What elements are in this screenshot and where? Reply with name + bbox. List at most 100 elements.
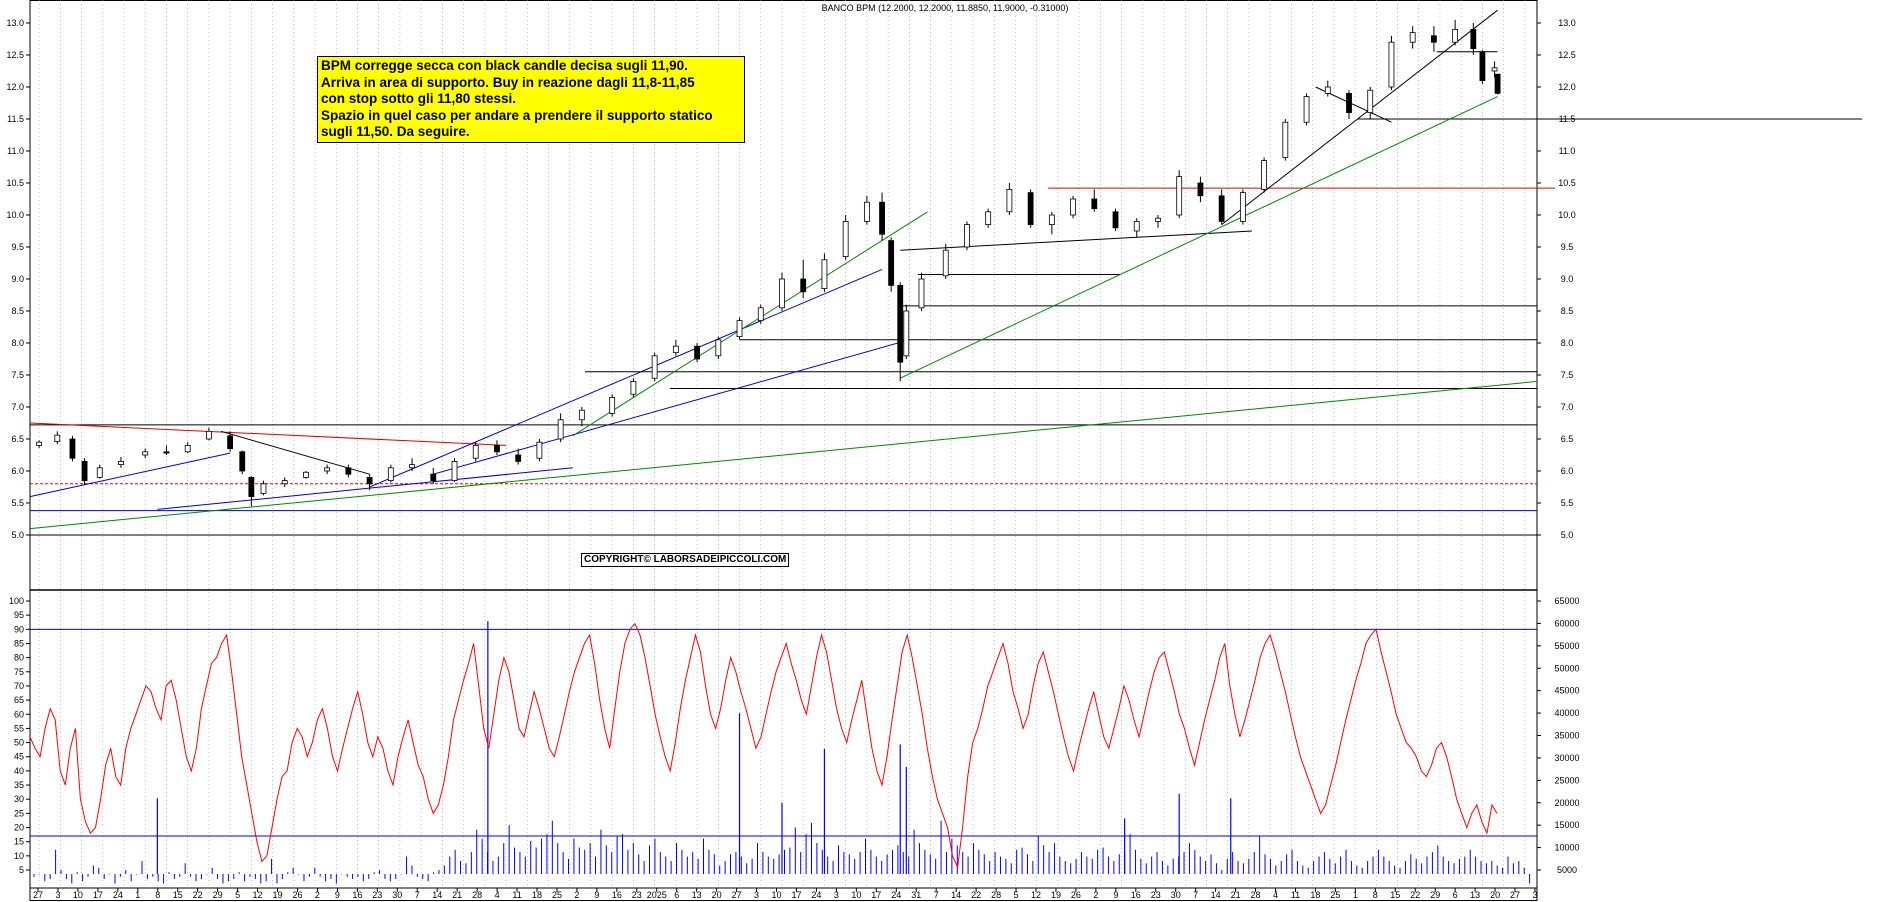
- volume-tick-label: 65000: [1554, 596, 1579, 606]
- x-day-label: 8: [155, 890, 160, 900]
- date-axis: 27 3 10 17 24 1 8 15 22 29 5 12 19 26 2 9 16 23 30 7 14 21 28 4…: [33, 888, 1538, 902]
- osc-tick-label: 90: [14, 624, 24, 634]
- x-day-label: 27: [732, 890, 742, 900]
- candle-body: [387, 467, 394, 481]
- candle-body: [345, 467, 352, 475]
- candle-body: [324, 467, 331, 472]
- oscillator-series: [29, 622, 1498, 870]
- price-axis: 5.0 5.0 5.5 5.5 6.0 6.0 6.5 6.5 7.0 7.0 7.5 7.5 8.0 8…: [6, 18, 1576, 540]
- candle-body: [630, 380, 637, 395]
- candle-body: [227, 435, 234, 449]
- candle-body: [1197, 182, 1204, 197]
- x-day-label: 17: [791, 890, 801, 900]
- support-trendline: [900, 96, 1498, 379]
- candle-body: [985, 211, 992, 226]
- candle-body: [1367, 89, 1374, 113]
- x-day-label: 13: [1470, 890, 1480, 900]
- x-day-label: 9: [1113, 890, 1118, 900]
- y-tick-label-right: 10.5: [1558, 178, 1576, 188]
- y-tick-label-right: 12.5: [1558, 50, 1576, 60]
- candle-body: [651, 355, 658, 379]
- x-day-label: 1: [135, 890, 140, 900]
- x-day-label: 28: [991, 890, 1001, 900]
- x-day-label: 2: [574, 890, 579, 900]
- candle-body: [1431, 35, 1437, 43]
- y-tick-label-right: 7.0: [1561, 402, 1574, 412]
- y-tick-label-left: 7.5: [11, 370, 24, 380]
- x-day-label: 24: [811, 890, 821, 900]
- x-day-label: 23: [372, 890, 382, 900]
- y-tick-label-right: 13.0: [1558, 18, 1576, 28]
- candle-body: [1070, 198, 1076, 216]
- candle-body: [1027, 192, 1034, 226]
- x-day-label: 30: [1171, 890, 1181, 900]
- x-day-label: 18: [532, 890, 542, 900]
- candle-body: [821, 259, 828, 289]
- candle-body: [1479, 51, 1486, 81]
- x-day-label: 28: [1251, 890, 1261, 900]
- candle-body: [1155, 217, 1161, 222]
- y-tick-label-left: 6.5: [11, 434, 24, 444]
- candle-body: [536, 441, 543, 459]
- volume-tick-label: 5000: [1557, 865, 1577, 875]
- analysis-note: BPM corregge secca con black candle deci…: [317, 56, 745, 143]
- note-line: sugli 11,50. Da seguire.: [321, 124, 470, 139]
- osc-tick-label: 100: [9, 596, 24, 606]
- trend-lines: [29, 9, 1538, 530]
- y-tick-label-left: 11.0: [7, 146, 24, 156]
- y-tick-label-left: 10.0: [6, 210, 24, 220]
- candle-body: [1261, 160, 1268, 190]
- y-tick-label-left: 5.5: [11, 498, 24, 508]
- osc-tick-label: 25: [14, 808, 24, 818]
- chart-title: BANCO BPM (12.2000, 12.2000, 11.8850, 11…: [822, 3, 1069, 13]
- support-trendline: [1221, 9, 1498, 225]
- candle-body: [1112, 211, 1119, 229]
- note-line: con stop sotto gli 11,80 stessi.: [321, 91, 517, 106]
- osc-tick-label: 95: [14, 610, 24, 620]
- x-day-label: 8: [1373, 890, 1378, 900]
- oscillator-axis: 5 10 15 20 25 30 35 40 45 50 55 60 65 70 75 80 85 90 95 100…: [9, 596, 1580, 875]
- x-day-label: 14: [951, 890, 961, 900]
- x-day-label: 24: [113, 890, 123, 900]
- osc-tick-label: 35: [14, 780, 24, 790]
- volume-bars: [33, 621, 1531, 884]
- y-tick-label-right: 10.0: [1558, 210, 1576, 220]
- volume-tick-label: 60000: [1554, 618, 1579, 628]
- y-tick-label-right: 7.5: [1561, 370, 1574, 380]
- y-tick-label-left: 12.0: [6, 82, 24, 92]
- candle-body: [260, 483, 267, 494]
- candle-body: [430, 473, 437, 482]
- candle-body: [36, 441, 42, 446]
- copyright-label: COPYRIGHT© LABORSADEIPICCOLI.COM: [581, 553, 790, 567]
- x-day-label: 29: [1430, 890, 1440, 900]
- x-day-label: 9: [335, 890, 340, 900]
- y-tick-label-right: 6.0: [1561, 466, 1574, 476]
- candle-body: [54, 434, 61, 442]
- support-trendline: [572, 211, 928, 437]
- volume-tick-label: 15000: [1554, 820, 1579, 830]
- osc-tick-label: 20: [14, 823, 24, 833]
- candle-body: [1324, 86, 1331, 94]
- x-day-label: 6: [1453, 890, 1458, 900]
- support-trendline: [29, 452, 231, 498]
- y-tick-label-right: 9.0: [1561, 274, 1574, 284]
- y-tick-label-left: 13.0: [6, 18, 24, 28]
- volume-tick-label: 55000: [1554, 641, 1579, 651]
- x-day-label: 28: [472, 890, 482, 900]
- candle-body: [472, 444, 479, 459]
- note-line: Spazio in quel caso per andare a prender…: [321, 107, 713, 123]
- candle-body: [1346, 93, 1352, 114]
- candle-body: [1282, 121, 1289, 158]
- x-day-label: 13: [692, 890, 702, 900]
- x-day-label: 3: [1532, 890, 1537, 900]
- candle-body: [779, 278, 785, 309]
- candle-body: [1091, 198, 1098, 210]
- x-day-label: 2025: [647, 890, 667, 900]
- x-day-label: 5: [1014, 890, 1019, 900]
- y-tick-label-left: 9.5: [11, 242, 24, 252]
- osc-tick-label: 30: [14, 794, 24, 804]
- candle-body: [694, 345, 700, 360]
- y-tick-label-left: 12.5: [6, 50, 24, 60]
- candle-body: [184, 444, 191, 453]
- candle-body: [918, 278, 925, 309]
